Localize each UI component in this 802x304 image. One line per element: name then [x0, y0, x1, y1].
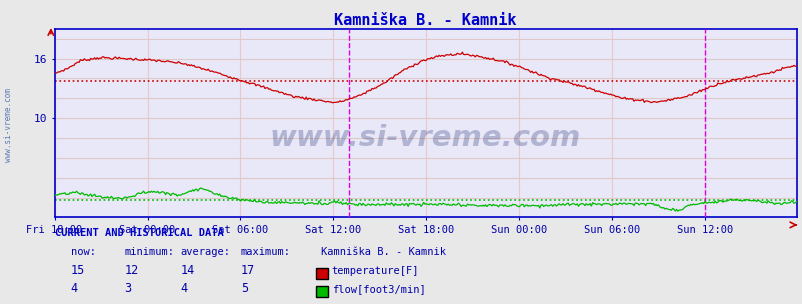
- Text: 4: 4: [180, 282, 188, 295]
- Title: Kamniška B. - Kamnik: Kamniška B. - Kamnik: [334, 13, 516, 28]
- Text: now:: now:: [71, 247, 95, 257]
- Text: 3: 3: [124, 282, 132, 295]
- Text: www.si-vreme.com: www.si-vreme.com: [269, 124, 581, 152]
- Text: 4: 4: [71, 282, 78, 295]
- Text: temperature[F]: temperature[F]: [331, 266, 419, 276]
- Text: Kamniška B. - Kamnik: Kamniška B. - Kamnik: [321, 247, 446, 257]
- Text: CURRENT AND HISTORICAL DATA: CURRENT AND HISTORICAL DATA: [55, 228, 223, 238]
- Text: 5: 5: [241, 282, 248, 295]
- Text: 14: 14: [180, 264, 195, 277]
- Text: 12: 12: [124, 264, 139, 277]
- Text: maximum:: maximum:: [241, 247, 290, 257]
- Text: minimum:: minimum:: [124, 247, 174, 257]
- Text: average:: average:: [180, 247, 230, 257]
- Text: 15: 15: [71, 264, 85, 277]
- Text: 17: 17: [241, 264, 255, 277]
- Text: flow[foot3/min]: flow[foot3/min]: [331, 285, 425, 295]
- Text: www.si-vreme.com: www.si-vreme.com: [3, 88, 13, 162]
